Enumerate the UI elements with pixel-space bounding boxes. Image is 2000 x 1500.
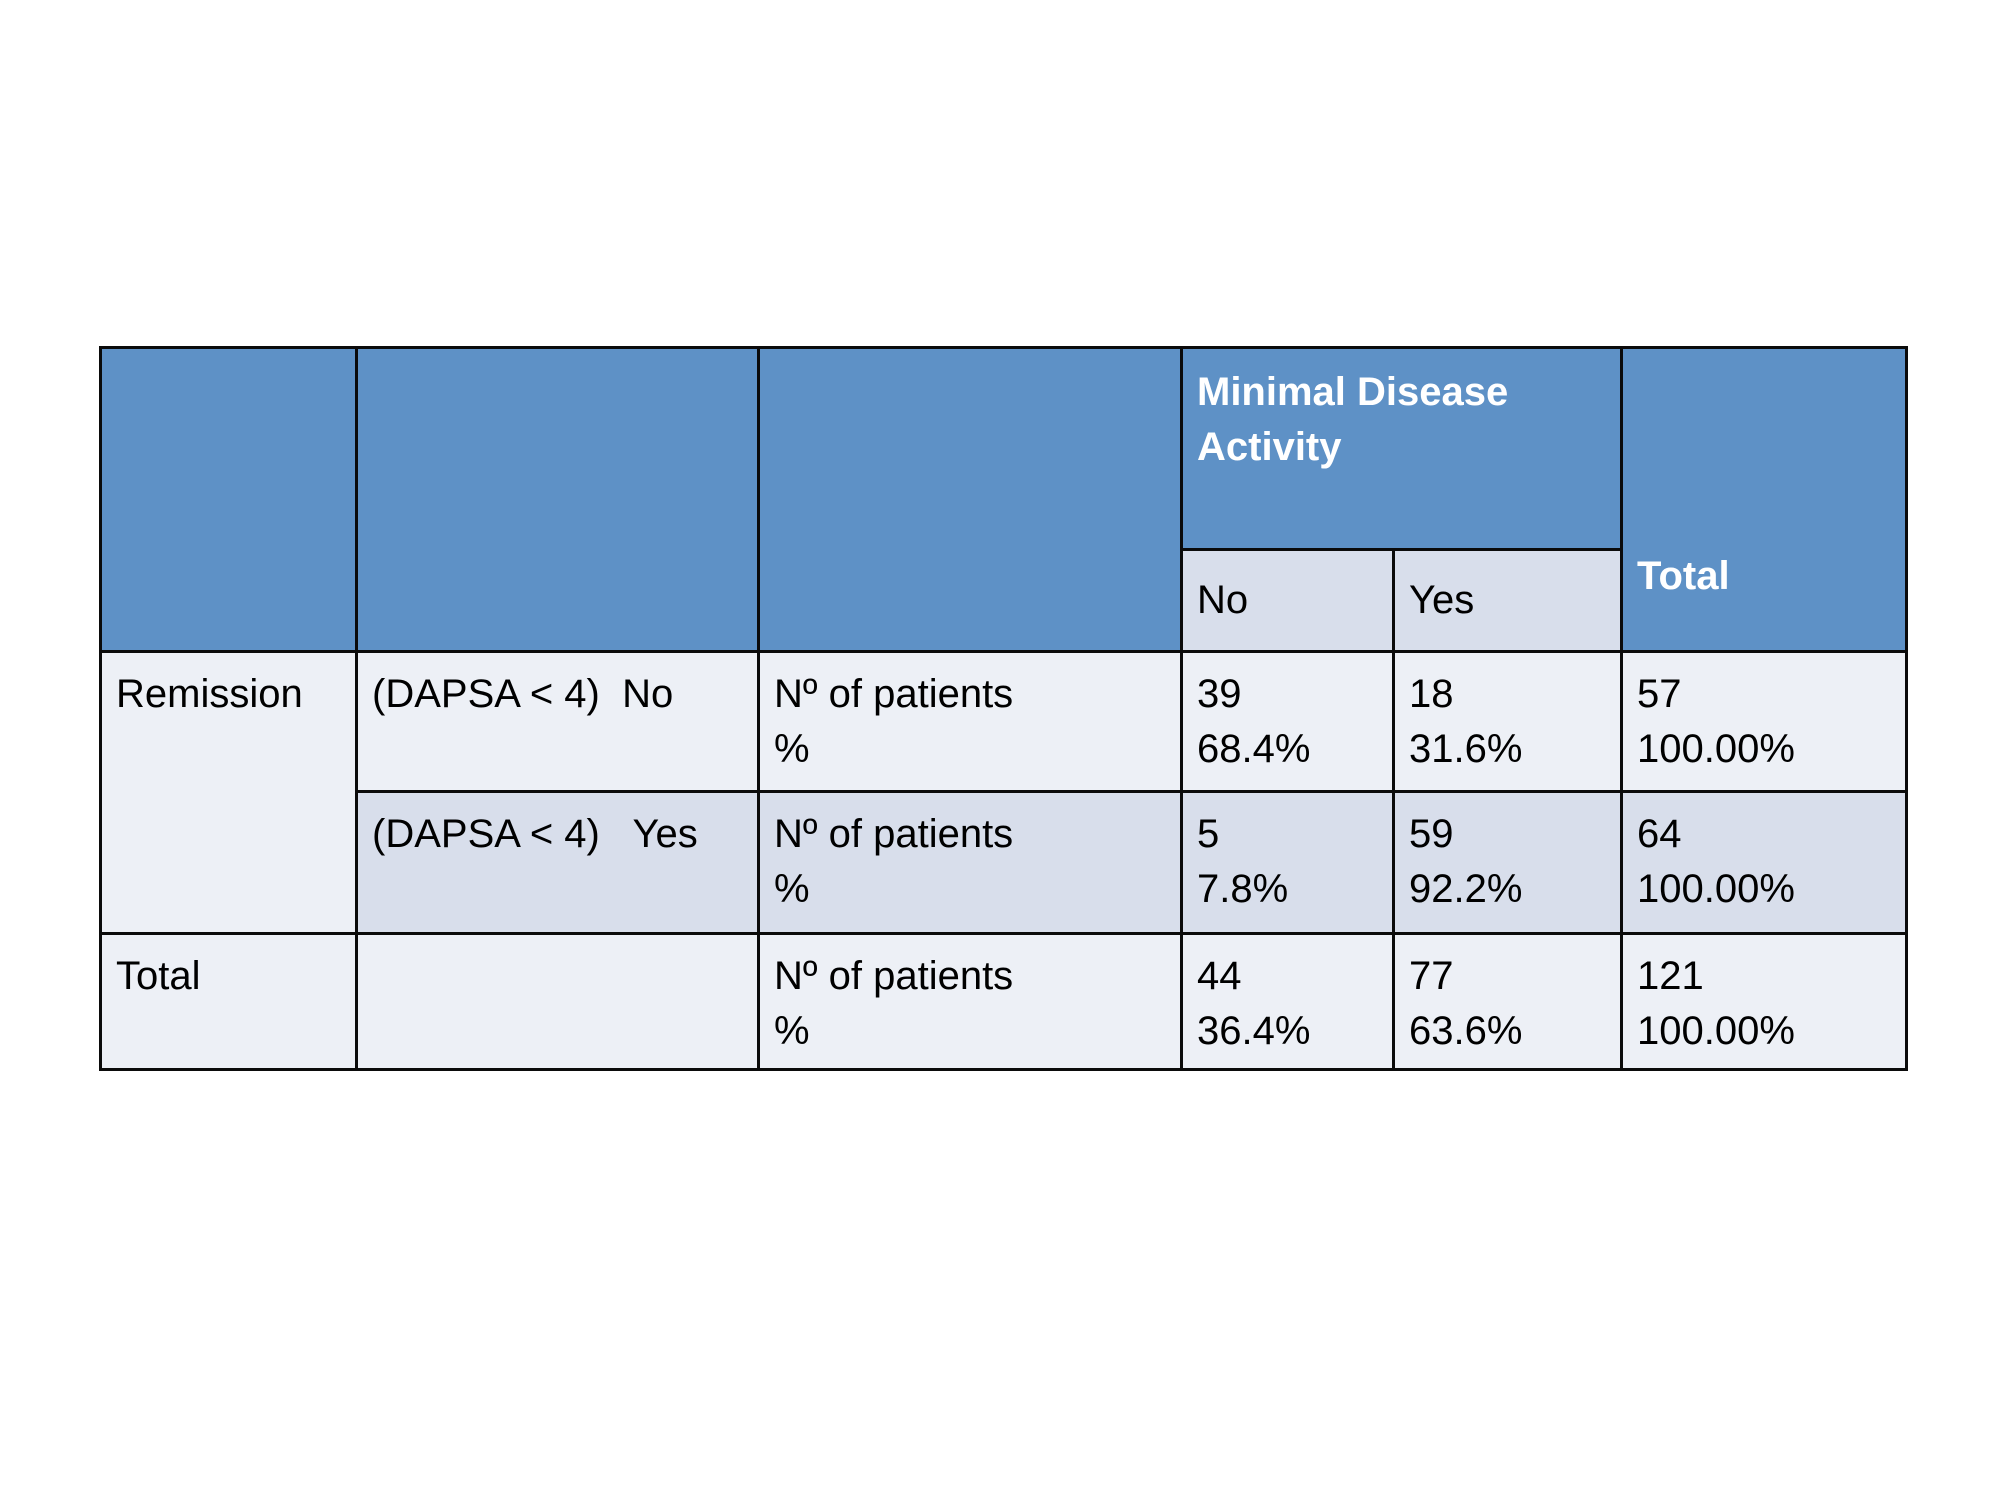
header-row: Minimal Disease Activity Total (99, 346, 1908, 653)
cell-condition-dapsa-yes: (DAPSA < 4) Yes (355, 790, 760, 935)
cell-mda-yes: 18 31.6% (1392, 650, 1623, 793)
cell-group-total: Total (99, 932, 358, 1071)
crosstab-table: Minimal Disease Activity Total No Yes Re… (99, 346, 1908, 1071)
table-row-remission-no: Remission (DAPSA < 4) No Nº of patients … (99, 650, 1908, 935)
cell-mda-no: 39 68.4% (1180, 650, 1395, 793)
cell-measure: Nº of patients % (757, 650, 1183, 793)
cell-measure: Nº of patients % (757, 932, 1183, 1071)
header-cell-empty-condition (355, 346, 760, 653)
cell-row-total: 57 100.00% (1620, 650, 1908, 793)
table-row-total: Total Nº of patients % 44 36.4% 77 63.6%… (99, 932, 1908, 1071)
subheader-row: No Yes (101, 548, 1907, 653)
cell-condition-empty (355, 932, 760, 1071)
cell-mda-no: 5 7.8% (1180, 790, 1395, 935)
table-row-remission-yes: (DAPSA < 4) Yes Nº of patients % 5 7.8% … (101, 790, 1908, 935)
cell-mda-no: 44 36.4% (1180, 932, 1395, 1071)
cell-group-remission: Remission (99, 650, 358, 935)
subheader-cell-no: No (1180, 548, 1395, 653)
subheader-cell-yes: Yes (1392, 548, 1623, 653)
cell-measure: Nº of patients % (757, 790, 1183, 935)
cell-row-total: 121 100.00% (1620, 932, 1908, 1071)
cell-mda-yes: 59 92.2% (1392, 790, 1623, 935)
header-cell-total: Total (1620, 346, 1908, 653)
cell-condition-dapsa-no: (DAPSA < 4) No (355, 650, 760, 793)
header-cell-empty-measure (757, 346, 1183, 653)
cell-mda-yes: 77 63.6% (1392, 932, 1623, 1071)
header-cell-empty-group (99, 346, 358, 653)
header-cell-minimal-disease-activity: Minimal Disease Activity (1180, 346, 1623, 551)
cell-row-total: 64 100.00% (1620, 790, 1908, 935)
